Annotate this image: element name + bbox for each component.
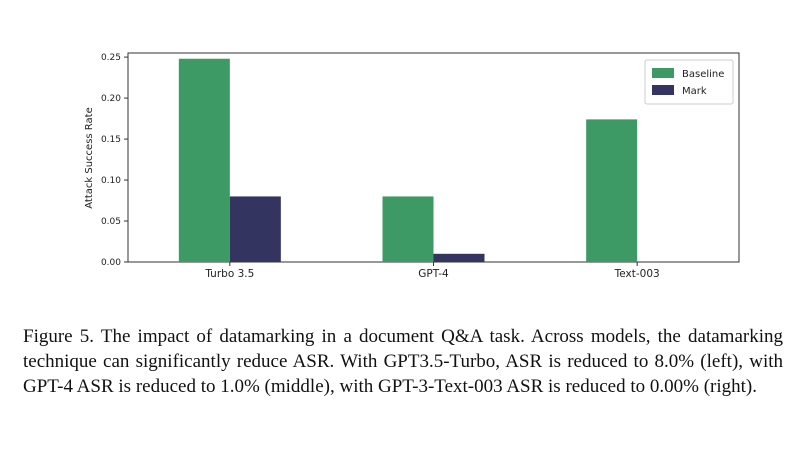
- x-axis-ticks: Turbo 3.5 GPT-4 Text-003: [204, 262, 660, 280]
- y-tick-label: 0.10: [101, 176, 121, 186]
- legend: Baseline Mark: [644, 59, 734, 105]
- y-tick-label: 0.25: [101, 53, 121, 63]
- x-tick-label: GPT-4: [418, 268, 449, 280]
- legend-box: [644, 59, 734, 105]
- x-tick-label: Text-003: [614, 268, 660, 280]
- x-tick-label: Turbo 3.5: [204, 268, 254, 280]
- legend-label-baseline: Baseline: [682, 69, 724, 80]
- legend-label-mark: Mark: [682, 86, 707, 97]
- legend-swatch-mark: [652, 85, 674, 95]
- y-tick-label: 0.00: [101, 258, 121, 268]
- legend-swatch-baseline: [652, 68, 674, 78]
- bar-baseline-1: [382, 196, 434, 262]
- figure-caption: Figure 5. The impact of datamarking in a…: [23, 326, 783, 397]
- bar-mark-0: [229, 196, 281, 262]
- y-tick-label: 0.20: [101, 94, 121, 104]
- y-axis-label: Attack Success Rate: [84, 107, 95, 208]
- y-tick-label: 0.05: [101, 217, 121, 227]
- bar-mark-1: [433, 253, 485, 262]
- bar-chart: Attack Success Rate 0.00 0.05 0.10 0.15 0.20…: [84, 52, 740, 280]
- y-tick-label: 0.15: [101, 135, 121, 145]
- y-axis-ticks: 0.00 0.05 0.10 0.15 0.20 0.25: [101, 53, 128, 268]
- bars: [178, 58, 638, 262]
- bar-baseline-0: [178, 58, 230, 262]
- bar-baseline-2: [586, 119, 638, 262]
